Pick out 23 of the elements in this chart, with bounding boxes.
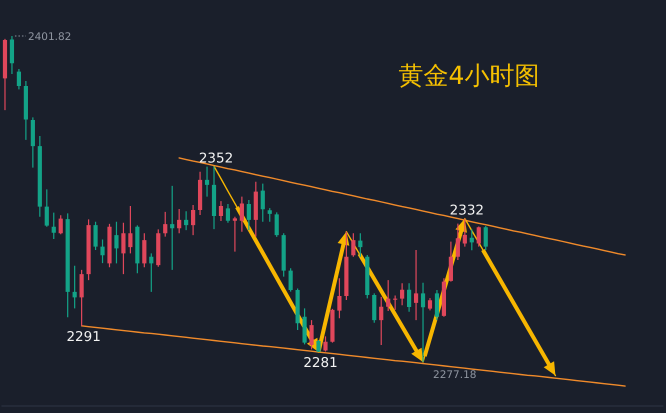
text: 黄金4小时图	[398, 61, 540, 90]
annotation: 2401.82	[28, 31, 72, 43]
candlestick	[386, 280, 390, 311]
candlestick	[393, 296, 398, 310]
annotation: 2332	[450, 202, 484, 219]
candlestick	[462, 218, 467, 247]
candlestick	[177, 208, 182, 234]
annotation: 2352	[198, 150, 234, 166]
candlestick	[254, 182, 258, 237]
candlestick	[52, 212, 56, 240]
text: 2277.18	[433, 369, 476, 381]
candlestick	[149, 253, 154, 292]
candlestick	[163, 212, 168, 237]
candlestick	[470, 229, 474, 250]
candlestick	[379, 296, 384, 345]
candlestick	[268, 208, 272, 222]
candlestick	[260, 184, 265, 222]
candlestick	[358, 233, 362, 257]
candlestick	[72, 266, 77, 308]
annotation: 2291	[66, 328, 101, 345]
candlestick	[44, 189, 49, 227]
annotation: 2281	[303, 355, 338, 372]
candlestick	[170, 186, 174, 270]
